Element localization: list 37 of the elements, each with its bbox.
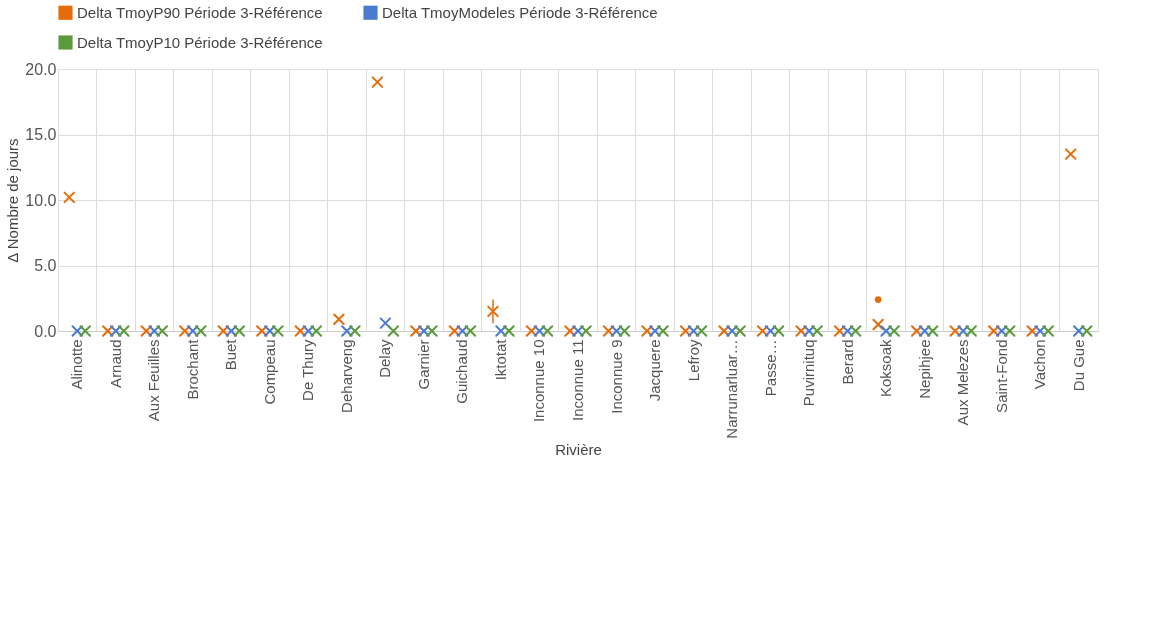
y-tick-label: 5.0: [34, 257, 57, 274]
x-tick-label: Nepihjee: [915, 339, 933, 399]
x-tick-label: Brochant: [183, 338, 201, 400]
x-tick-label: Delay: [376, 339, 394, 378]
x-tick-label: Saint-Fond: [992, 339, 1010, 413]
x-tick-label: Inconnue 10: [530, 339, 548, 423]
x-tick-label: Vachon: [1031, 339, 1049, 390]
x-tick-label: De Thury: [299, 339, 317, 401]
x-tick-label: Lefroy: [684, 339, 702, 382]
x-tick-label: Deharveng: [337, 339, 355, 413]
legend-label: Delta TmoyModeles Période 3-Référence: [382, 3, 658, 21]
x-tick-label: Jacquere: [646, 339, 664, 402]
x-tick-label: Arnaud: [106, 339, 124, 388]
x-tick-label: Koksoak: [877, 339, 895, 398]
x-tick-label: Puvirnituq: [800, 339, 818, 407]
x-tick-label: Passe…: [761, 339, 779, 397]
x-tick-label: Aux Melezes: [954, 339, 972, 426]
y-tick-label: 15.0: [25, 126, 57, 143]
x-tick-label: Compeau: [260, 339, 278, 405]
y-tick-label: 0.0: [34, 322, 57, 340]
legend-label: Delta TmoyP10 Période 3-Référence: [77, 33, 323, 51]
x-tick-label: Aux Feuilles: [145, 339, 163, 422]
x-axis-title: Rivière: [555, 440, 602, 458]
x-tick-label: Buet: [222, 338, 240, 371]
x-tick-label: Inconnue 11: [569, 339, 586, 421]
x-tick-label: Guichaud: [453, 339, 471, 404]
x-tick-label: Inconnue 9: [607, 339, 625, 414]
x-tick-label: Garnier: [414, 339, 432, 390]
x-tick-label: Berard: [838, 339, 856, 385]
x-tick-label: Alinotte: [68, 339, 86, 390]
x-tick-label: Iktotat: [491, 338, 509, 381]
x-tick-label: Narrunarluar…: [723, 339, 741, 439]
x-tick-label: Du Gue: [1069, 339, 1087, 392]
y-axis-title: Δ Nombre de jours: [4, 138, 22, 263]
y-tick-label: 10.0: [25, 191, 57, 209]
y-tick-label: 20.0: [25, 60, 57, 78]
legend-label: Delta TmoyP90 Période 3-Référence: [77, 3, 323, 21]
